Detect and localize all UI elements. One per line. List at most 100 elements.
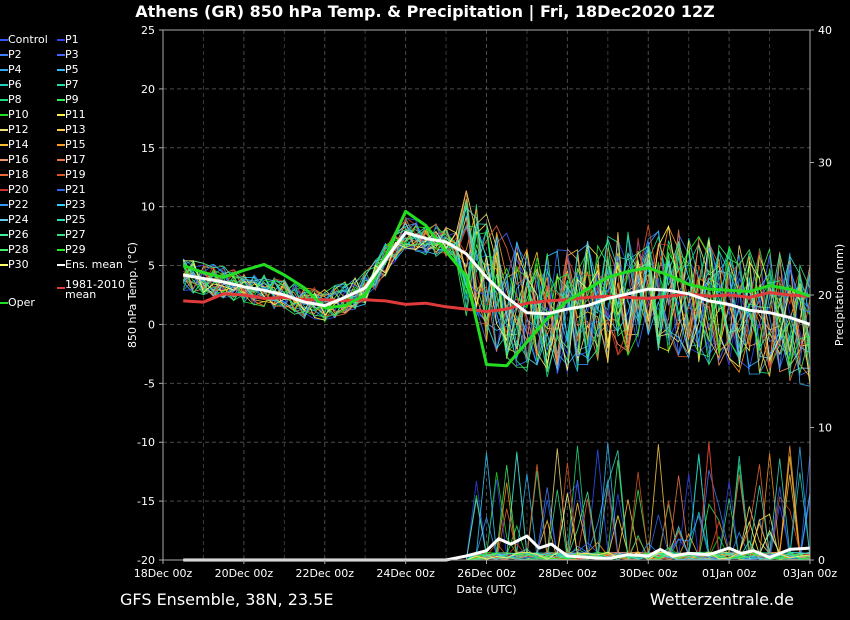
legend-label: P16 [8, 153, 29, 166]
x-tick-label: 22Dec 00z [295, 567, 354, 580]
legend-swatch [57, 249, 65, 251]
y-tick-label: 15 [141, 142, 155, 155]
legend-label: P29 [65, 243, 86, 256]
y2-tick-label: 20 [818, 289, 832, 302]
legend-swatch [57, 189, 65, 191]
legend-label: P26 [8, 228, 29, 241]
legend-swatch [0, 302, 8, 304]
legend-label: P17 [65, 153, 86, 166]
legend-swatch [0, 219, 8, 221]
legend-label: P9 [65, 93, 79, 106]
legend-label: Oper [8, 296, 35, 309]
y2-tick-label: 10 [818, 422, 832, 435]
member-temp-line [182, 223, 811, 382]
y-tick-label: -5 [144, 377, 155, 390]
x-tick-label: 30Dec 00z [619, 567, 678, 580]
legend-swatch [0, 69, 8, 71]
legend-swatch [0, 264, 8, 266]
member-temp-line [183, 224, 811, 357]
legend-label: P2 [8, 48, 22, 61]
legend-swatch [57, 54, 65, 56]
legend-swatch [57, 174, 65, 176]
y-tick-label: 5 [148, 260, 155, 273]
y-tick-label: 25 [141, 24, 155, 37]
legend-swatch [57, 99, 65, 101]
ens-mean-temp-line [182, 231, 811, 326]
legend-label: P22 [8, 198, 29, 211]
y-axis-ticks: 25 20 15 10 5 0 -5 -10 -15 -20 [137, 24, 163, 567]
y2-tick-label: 30 [818, 157, 832, 170]
legend-label: P14 [8, 138, 29, 151]
legend-label: P15 [65, 138, 86, 151]
legend-swatch [0, 39, 8, 41]
legend-label: P3 [65, 48, 79, 61]
legend-label: P4 [8, 63, 22, 76]
legend-swatch [0, 204, 8, 206]
legend-label: P13 [65, 123, 86, 136]
legend-swatch [0, 99, 8, 101]
legend-swatch [0, 174, 8, 176]
legend-swatch [57, 204, 65, 206]
y2-tick-label: 0 [818, 554, 825, 567]
legend-swatch [0, 159, 8, 161]
legend-swatch [0, 129, 8, 131]
y-tick-label: -20 [137, 554, 155, 567]
y-tick-label: -10 [137, 436, 155, 449]
legend-label: P10 [8, 108, 29, 121]
y-tick-label: -15 [137, 495, 155, 508]
oper-temp-line [182, 209, 811, 368]
x-axis-ticks: 18Dec 00z 20Dec 00z 22Dec 00z 24Dec 00z 26De… [134, 560, 837, 580]
x-tick-label: 20Dec 00z [215, 567, 274, 580]
x-tick-label: 26Dec 00z [457, 567, 516, 580]
legend-swatch [57, 234, 65, 236]
member-temp-line [182, 228, 811, 374]
x-tick-label: 28Dec 00z [538, 567, 597, 580]
member-precip-line [183, 462, 811, 561]
chart-legend: Control P1 P2 P3 P4 P5 P6 P7 P8 P9 P10 P11 P12 P13 P14… [0, 33, 125, 323]
y2-axis-ticks: 40 30 20 10 0 [810, 24, 832, 567]
legend-label: P30 [8, 258, 29, 271]
y2-axis-label: Precipitation (mm) [833, 244, 846, 346]
legend-label: P11 [65, 108, 86, 121]
legend-label: P1 [65, 33, 79, 46]
legend-label: P25 [65, 213, 86, 226]
legend-label: P6 [8, 78, 22, 91]
legend-swatch [0, 234, 8, 236]
legend-label: P7 [65, 78, 79, 91]
legend-label: P18 [8, 168, 29, 181]
legend-swatch [0, 249, 8, 251]
legend-swatch [0, 144, 8, 146]
legend-label: P12 [8, 123, 29, 136]
member-temp-line [182, 204, 811, 373]
legend-swatch [57, 114, 65, 116]
member-temp-line [183, 198, 811, 377]
legend-swatch [57, 219, 65, 221]
x-tick-label: 24Dec 00z [376, 567, 435, 580]
legend-swatch [0, 84, 8, 86]
legend-swatch [57, 264, 65, 266]
legend-swatch [57, 159, 65, 161]
legend-swatch [57, 84, 65, 86]
member-temp-line [182, 207, 811, 374]
y-axis-label: 850 hPa Temp. (°C) [126, 242, 139, 348]
legend-label: P23 [65, 198, 86, 211]
site-credit: Wetterzentrale.de [649, 590, 794, 609]
legend-swatch [57, 129, 65, 131]
chart-title: Athens (GR) 850 hPa Temp. & Precipitatio… [135, 2, 715, 21]
legend-swatch [57, 39, 65, 41]
legend-label: P20 [8, 183, 29, 196]
model-info: GFS Ensemble, 38N, 23.5E [120, 590, 334, 609]
y-tick-label: 0 [148, 318, 155, 331]
legend-label: 1981-2010 mean [65, 278, 125, 301]
x-tick-label: 18Dec 00z [134, 567, 193, 580]
legend-swatch [57, 69, 65, 71]
legend-label: P8 [8, 93, 22, 106]
y-tick-label: 10 [141, 201, 155, 214]
legend-swatch [0, 54, 8, 56]
x-tick-label: 01Jan 00z [702, 567, 756, 580]
climate-mean-line [183, 291, 811, 313]
legend-label: P28 [8, 243, 29, 256]
legend-swatch [0, 189, 8, 191]
y2-tick-label: 40 [818, 24, 832, 37]
